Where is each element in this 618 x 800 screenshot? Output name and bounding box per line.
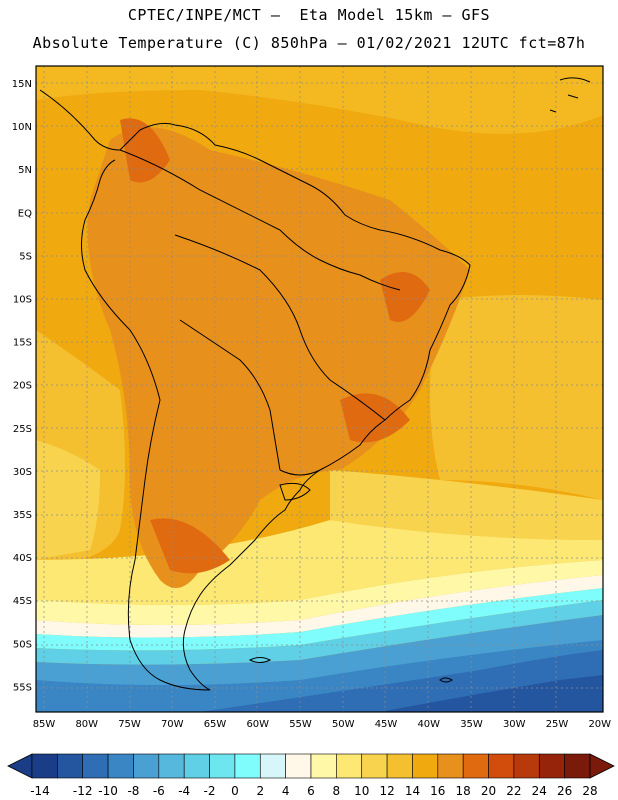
latitude-label: 20S xyxy=(13,381,32,392)
longitude-label: 60W xyxy=(246,719,269,730)
colorbar-swatch xyxy=(285,753,312,779)
colorbar-swatch xyxy=(133,753,160,779)
longitude-label: 65W xyxy=(204,719,227,730)
longitude-label: 70W xyxy=(161,719,184,730)
colorbar-swatch xyxy=(488,753,515,779)
map-title-line-2: Absolute Temperature (C) 850hPa – 01/02/… xyxy=(32,34,586,52)
colorbar-swatch xyxy=(82,753,109,779)
longitude-label: 80W xyxy=(75,719,98,730)
colorbar-label: 16 xyxy=(430,784,445,798)
longitude-label: 45W xyxy=(375,719,398,730)
colorbar-label: 18 xyxy=(456,784,471,798)
longitude-label: 35W xyxy=(460,719,483,730)
longitude-label: 25W xyxy=(546,719,569,730)
colorbar-label: 10 xyxy=(354,784,369,798)
colorbar-label: 2 xyxy=(256,784,264,798)
colorbar-swatch xyxy=(57,753,84,779)
colorbar-swatch xyxy=(336,753,363,779)
colorbar-label: -10 xyxy=(98,784,118,798)
colorbar-label: 28 xyxy=(582,784,597,798)
colorbar-swatch xyxy=(361,753,388,779)
colorbar-label: 14 xyxy=(405,784,420,798)
colorbar-label: 22 xyxy=(506,784,521,798)
colorbar-label: -8 xyxy=(127,784,139,798)
latitude-label: 5S xyxy=(19,251,32,262)
colorbar-swatch xyxy=(564,753,591,779)
colorbar-label: 8 xyxy=(333,784,341,798)
colorbar-swatch xyxy=(310,753,337,779)
latitude-label: 5N xyxy=(18,165,32,176)
longitude-label: 30W xyxy=(503,719,526,730)
latitude-label: 15S xyxy=(13,338,32,349)
latitude-label: 25S xyxy=(13,424,32,435)
colorbar-label: -14 xyxy=(30,784,50,798)
colorbar-label: 6 xyxy=(307,784,315,798)
colorbar-label: -4 xyxy=(178,784,190,798)
colorbar-min-arrow xyxy=(7,753,33,779)
colorbar-label: -2 xyxy=(204,784,216,798)
latitude-label: 30S xyxy=(13,467,32,478)
latitude-label: 15N xyxy=(12,79,32,90)
colorbar-swatch xyxy=(538,753,565,779)
colorbar-label: -6 xyxy=(153,784,165,798)
latitude-label: 35S xyxy=(13,510,32,521)
colorbar: -14 -12 -10 -8 -6 -4 -2 0 2 4 6 8 10 12 14 16 18 20 22 24 26… xyxy=(7,753,615,798)
colorbar-swatch xyxy=(412,753,439,779)
colorbar-label: 0 xyxy=(231,784,239,798)
latitude-label: 10N xyxy=(12,122,32,133)
colorbar-swatch xyxy=(234,753,261,779)
colorbar-swatch xyxy=(107,753,134,779)
colorbar-max-arrow xyxy=(589,753,615,779)
latitude-label: 45S xyxy=(13,596,32,607)
longitude-labels: 85W 80W 75W 70W 65W 60W 55W 50W 45W 40W 35W 30W 25W 2… xyxy=(33,719,611,730)
colorbar-swatch xyxy=(183,753,210,779)
longitude-label: 40W xyxy=(417,719,440,730)
map-title-line-1: CPTEC/INPE/MCT – Eta Model 15km – GFS xyxy=(127,6,491,24)
colorbar-label: 20 xyxy=(481,784,496,798)
colorbar-label: 12 xyxy=(379,784,394,798)
colorbar-swatch xyxy=(31,753,58,779)
temperature-field xyxy=(36,66,603,712)
longitude-label: 20W xyxy=(588,719,611,730)
colorbar-label: -12 xyxy=(73,784,93,798)
latitude-label: EQ xyxy=(18,208,32,219)
map-frame-border xyxy=(35,65,604,713)
colorbar-label: 24 xyxy=(532,784,547,798)
colorbar-label: 26 xyxy=(557,784,572,798)
longitude-label: 50W xyxy=(332,719,355,730)
latitude-label: 10S xyxy=(13,295,32,306)
colorbar-swatch xyxy=(158,753,185,779)
latitude-label: 55S xyxy=(13,682,32,693)
colorbar-swatch xyxy=(462,753,489,779)
colorbar-swatch xyxy=(209,753,236,779)
colorbar-swatch xyxy=(386,753,413,779)
colorbar-swatch xyxy=(259,753,286,779)
longitude-label: 75W xyxy=(118,719,141,730)
colorbar-swatch xyxy=(513,753,540,779)
coastlines xyxy=(39,77,591,691)
latitude-label: 40S xyxy=(13,553,32,564)
longitude-label: 55W xyxy=(289,719,312,730)
latitude-label: 50S xyxy=(13,639,32,650)
colorbar-swatch xyxy=(437,753,464,779)
latitude-labels: 15N 10N 5N EQ 5S 10S 15S 20S 25S 30S 35S 40S 45S 50S 5… xyxy=(12,79,32,693)
longitude-label: 85W xyxy=(33,719,56,730)
colorbar-label: 4 xyxy=(282,784,290,798)
